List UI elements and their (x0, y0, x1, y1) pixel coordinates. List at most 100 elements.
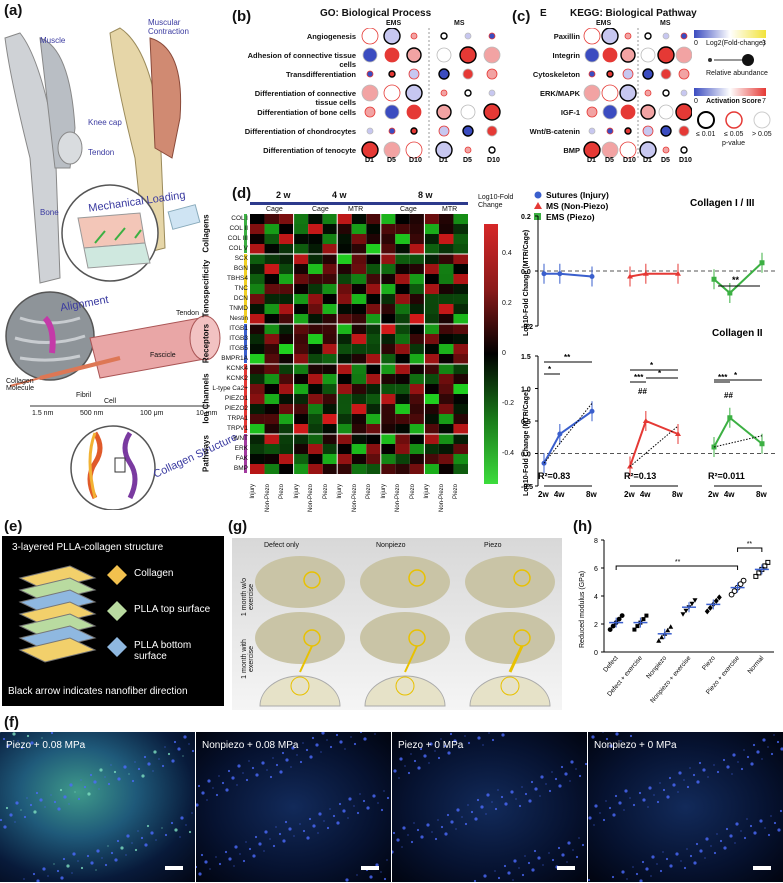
line-x-label: 2w (624, 490, 635, 499)
heatmap-cell (308, 354, 323, 364)
heatmap-gene-label: TRPV1 (227, 425, 248, 432)
heatmap-cell (395, 284, 410, 294)
heatmap-cell (264, 314, 280, 324)
cb-tick-3: -0.2 (502, 400, 515, 407)
heatmap-cell (424, 384, 439, 394)
heatmap-cell (424, 324, 439, 334)
legend-rel-abundance (708, 54, 754, 66)
heatmap-cell (308, 344, 323, 354)
heatmap-cell (264, 214, 280, 224)
heatmap-cell (337, 374, 352, 384)
heatmap-cell (438, 214, 454, 224)
line-x-label: 8w (586, 490, 597, 499)
heatmap-cell (308, 334, 323, 344)
line1-title: Collagen I / III (690, 198, 755, 209)
heatmap-cell (395, 274, 410, 284)
diamond-plla-top (107, 601, 127, 621)
heatmap-cell (395, 394, 410, 404)
h-point (762, 563, 768, 569)
heatmap-cell (395, 304, 410, 314)
heatmap-cell (438, 454, 454, 464)
r2-label: R²=0.13 (624, 471, 656, 481)
heatmap-cell (322, 304, 338, 314)
heatmap-gene-label: WNT (233, 435, 248, 442)
heatmap-x-label: Piezo (366, 484, 373, 500)
g-specimen-row1 (255, 556, 555, 608)
line-y-tick-label: 0.2 (521, 214, 531, 221)
leg-bone-shape (4, 32, 61, 284)
h-x-label: Normal (747, 654, 766, 675)
panel_b-col-label: D5 (463, 157, 472, 164)
heatmap-cell (380, 344, 396, 354)
heatmap-x-label: Injury (250, 484, 256, 499)
heatmap-cell (322, 384, 338, 394)
heatmap-cell (322, 324, 338, 334)
panel-label-b: (b) (232, 8, 252, 25)
line-point (557, 431, 563, 437)
heatmap-cell (453, 354, 468, 364)
heatmap-cell (424, 394, 439, 404)
panel-label-c: (c) (512, 8, 531, 25)
heatmap-cell (366, 224, 381, 234)
panel_c-bubble (601, 141, 619, 159)
heatmap-grid (250, 214, 468, 474)
heatmap-cell (380, 254, 396, 264)
heatmap-cell (438, 234, 454, 244)
panel_b-bubble (486, 125, 498, 137)
heatmap-cell (322, 344, 338, 354)
heatmap-cell (351, 374, 367, 384)
panel_b-row-label: Differentiation of bone cells (257, 108, 356, 117)
panel_c-bubble (619, 84, 637, 102)
heatmap-cell (380, 334, 396, 344)
panel_c-col-label: D10 (679, 157, 692, 164)
heatmap-gene-label: KCNK2 (226, 375, 248, 382)
heatmap-cell (424, 364, 439, 374)
heatmap-cell (453, 394, 468, 404)
heatmap-cell (409, 394, 425, 404)
heatmap-cell (438, 414, 454, 424)
line-series (543, 410, 593, 464)
heatmap-cell (322, 314, 338, 324)
heatmap-cell (395, 214, 410, 224)
heatmap-cell (264, 234, 280, 244)
heatmap-cell (351, 444, 367, 454)
label-cell: Cell (104, 398, 117, 405)
heatmap-cell (366, 214, 381, 224)
h-point (683, 608, 689, 614)
scale-bar (557, 866, 575, 870)
heatmap-cell (453, 314, 468, 324)
heatmap-cell (409, 404, 425, 414)
panel_c-bubble (606, 127, 614, 135)
heatmap-cell (250, 404, 265, 414)
line-point (557, 271, 563, 277)
heatmap-cell (264, 454, 280, 464)
heatmap-cell (424, 374, 439, 384)
panel_b-bubble (436, 104, 452, 120)
heatmap-cell (424, 464, 439, 474)
panel_b-bubble (405, 84, 423, 102)
legend-marker-sutures (534, 191, 542, 199)
collagen-helix-1 (87, 431, 103, 500)
heatmap-cell (366, 414, 381, 424)
heatmap-cell (453, 374, 468, 384)
line-trend (629, 425, 679, 467)
h-point (665, 627, 671, 633)
sig-label: * (548, 365, 552, 374)
panel_c-bubble (640, 104, 656, 120)
heatmap-cell (337, 314, 352, 324)
heatmap-cell (351, 464, 367, 474)
panel_c-bubble (624, 127, 632, 135)
fluorescence-speckles (588, 732, 783, 882)
panel_c-bubble (642, 68, 654, 80)
panel_c-bubble (639, 141, 657, 159)
heatmap-x-label: Piezo (453, 484, 460, 500)
panel_b-col-label: D10 (487, 157, 500, 164)
heatmap-cell (366, 314, 381, 324)
panel_b-bubble (440, 32, 448, 40)
heatmap-cell (366, 324, 381, 334)
heatmap-cell (395, 254, 410, 264)
heatmap-cell (264, 364, 280, 374)
heatmap-cell (322, 454, 338, 464)
panel_b-bubble (383, 141, 401, 159)
heatmap-cell (395, 294, 410, 304)
